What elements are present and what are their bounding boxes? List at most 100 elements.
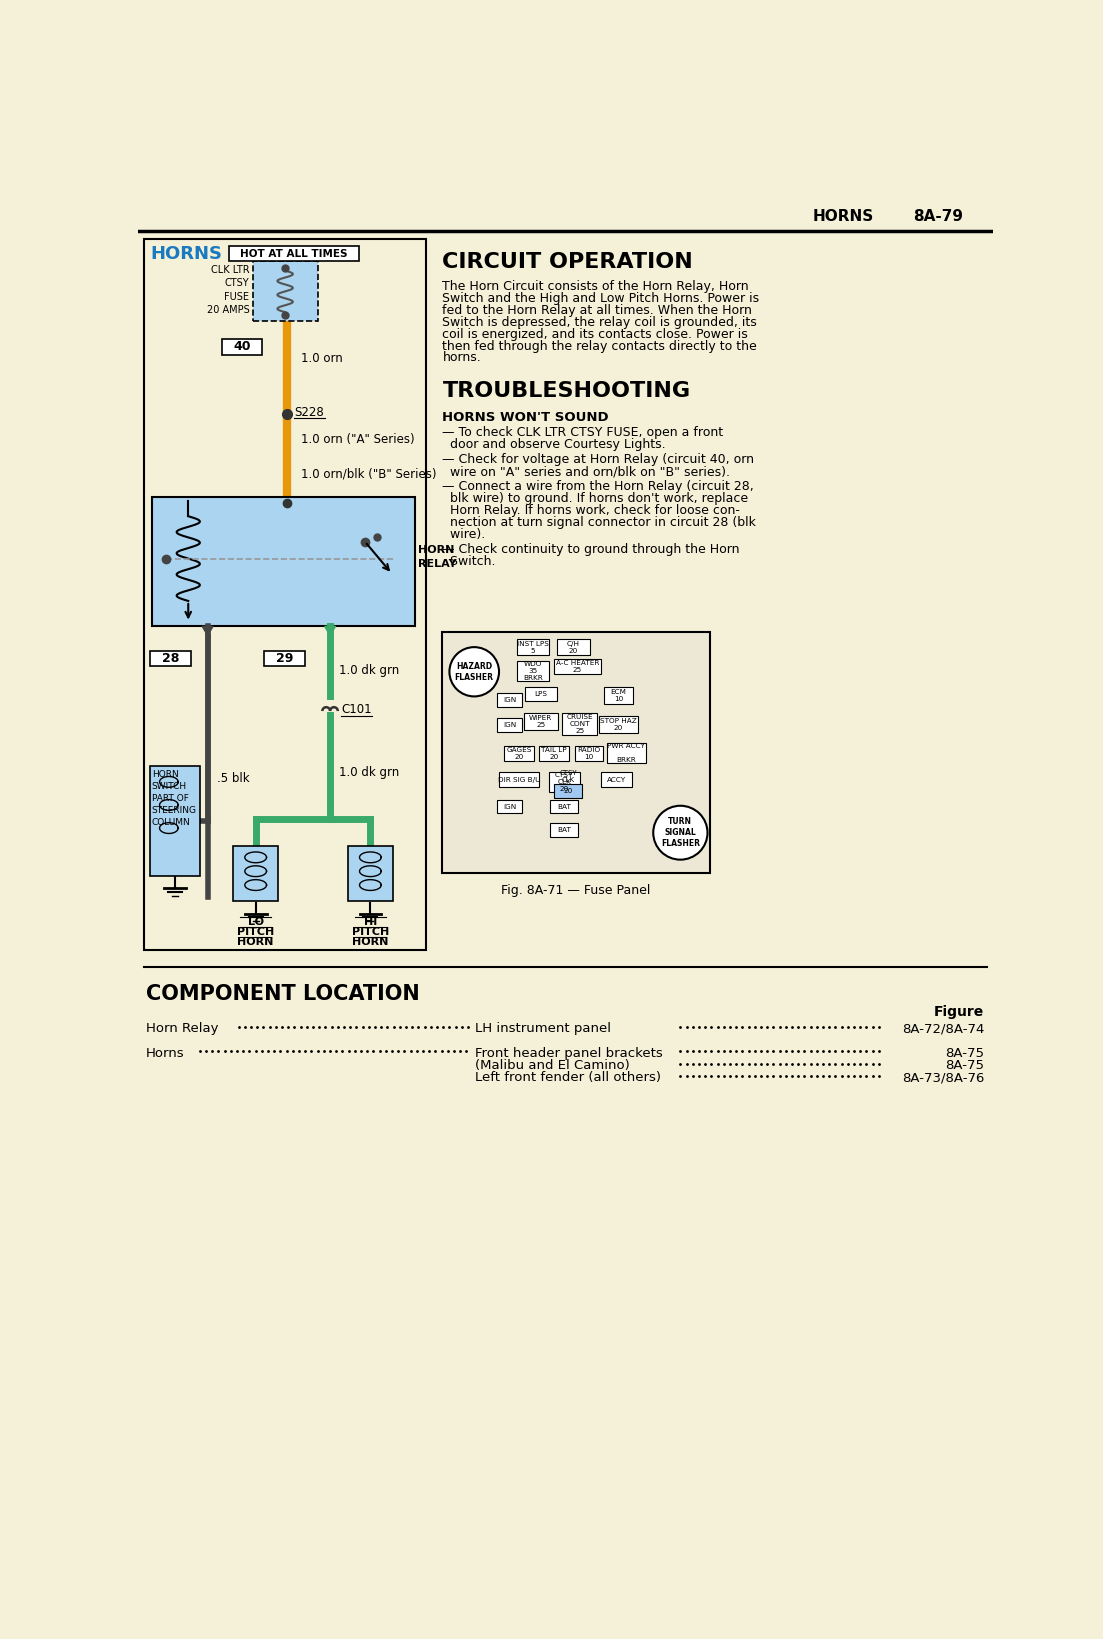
- Text: fed to the Horn Relay at all times. When the Horn: fed to the Horn Relay at all times. When…: [442, 303, 752, 316]
- Text: 8A-72/8A-74: 8A-72/8A-74: [902, 1023, 984, 1036]
- Text: 1.0 orn ("A" Series): 1.0 orn ("A" Series): [301, 433, 415, 446]
- Text: BAT: BAT: [557, 826, 571, 833]
- Text: PWR ACCY

BRKR: PWR ACCY BRKR: [607, 742, 645, 762]
- Text: Switch is depressed, the relay coil is grounded, its: Switch is depressed, the relay coil is g…: [442, 316, 757, 329]
- Text: 1.0 orn/blk ("B" Series): 1.0 orn/blk ("B" Series): [301, 467, 436, 480]
- Text: ACCY: ACCY: [607, 777, 625, 782]
- Text: PITCH: PITCH: [352, 926, 389, 936]
- Text: S228: S228: [295, 406, 324, 420]
- Text: HORNS: HORNS: [812, 210, 874, 225]
- Text: 28: 28: [162, 652, 179, 665]
- Text: wire on "A" series and orn/blk on "B" series).: wire on "A" series and orn/blk on "B" se…: [442, 465, 730, 479]
- Text: Fig. 8A-71 — Fuse Panel: Fig. 8A-71 — Fuse Panel: [501, 883, 651, 897]
- Text: The Horn Circuit consists of the Horn Relay, Horn: The Horn Circuit consists of the Horn Re…: [442, 280, 749, 293]
- Text: Left front fender (all others): Left front fender (all others): [475, 1072, 661, 1085]
- Text: CTSY
CLK
20: CTSY CLK 20: [555, 772, 574, 792]
- Bar: [233, 846, 278, 901]
- Bar: [517, 661, 549, 682]
- Text: Horn Relay: Horn Relay: [146, 1023, 218, 1036]
- Bar: [441, 631, 710, 872]
- Bar: [550, 800, 578, 813]
- Text: HORN
RELAY: HORN RELAY: [418, 546, 457, 569]
- Text: blk wire) to ground. If horns don't work, replace: blk wire) to ground. If horns don't work…: [442, 492, 749, 505]
- Bar: [557, 639, 590, 656]
- Text: IGN: IGN: [503, 803, 516, 810]
- Text: HORNS: HORNS: [150, 246, 223, 264]
- Bar: [265, 651, 304, 667]
- Bar: [525, 687, 557, 701]
- Polygon shape: [202, 626, 213, 636]
- Text: BAT: BAT: [557, 803, 571, 810]
- Circle shape: [653, 806, 707, 859]
- Text: HAZARD
FLASHER: HAZARD FLASHER: [454, 662, 494, 682]
- Text: nection at turn signal connector in circuit 28 (blk: nection at turn signal connector in circ…: [442, 516, 757, 529]
- Bar: [222, 339, 261, 354]
- Text: CIRCUIT OPERATION: CIRCUIT OPERATION: [442, 252, 693, 272]
- Bar: [517, 639, 549, 656]
- Text: 8A-73/8A-76: 8A-73/8A-76: [902, 1072, 984, 1085]
- Bar: [150, 767, 200, 875]
- Text: CLK LTR
CTSY
FUSE
20 AMPS: CLK LTR CTSY FUSE 20 AMPS: [206, 266, 249, 315]
- Text: 40: 40: [233, 341, 250, 354]
- Text: STOP HAZ
20: STOP HAZ 20: [600, 718, 636, 731]
- Text: HORNS WON'T SOUND: HORNS WON'T SOUND: [442, 411, 609, 425]
- Bar: [150, 651, 191, 667]
- Text: COMPONENT LOCATION: COMPONENT LOCATION: [146, 983, 419, 1003]
- Text: GAGES
20: GAGES 20: [506, 747, 532, 760]
- Bar: [152, 497, 416, 626]
- Text: HORN
SWITCH
PART OF
STEERING
COLUMN: HORN SWITCH PART OF STEERING COLUMN: [152, 770, 196, 826]
- Text: 8A-75: 8A-75: [945, 1059, 984, 1072]
- Text: — Connect a wire from the Horn Relay (circuit 28,: — Connect a wire from the Horn Relay (ci…: [442, 480, 754, 493]
- Text: 20: 20: [564, 788, 572, 795]
- Polygon shape: [324, 626, 335, 636]
- Text: Switch.: Switch.: [442, 554, 496, 567]
- Bar: [575, 746, 603, 760]
- Text: HORN: HORN: [352, 936, 388, 947]
- Bar: [144, 239, 426, 949]
- Bar: [229, 246, 358, 261]
- Text: DIR SIG B/U: DIR SIG B/U: [497, 777, 540, 782]
- Text: WDO
35
BRKR: WDO 35 BRKR: [523, 661, 543, 680]
- Text: Horn Relay. If horns work, check for loose con-: Horn Relay. If horns work, check for loo…: [442, 503, 740, 516]
- Text: A-C HEATER
25: A-C HEATER 25: [556, 661, 599, 674]
- Text: then fed through the relay contacts directly to the: then fed through the relay contacts dire…: [442, 339, 757, 352]
- Text: RADIO
10: RADIO 10: [577, 747, 600, 760]
- Bar: [524, 713, 558, 731]
- Text: Switch and the High and Low Pitch Horns. Power is: Switch and the High and Low Pitch Horns.…: [442, 292, 760, 305]
- Bar: [497, 693, 523, 706]
- Text: C101: C101: [341, 703, 372, 716]
- Text: — To check CLK LTR CTSY FUSE, open a front: — To check CLK LTR CTSY FUSE, open a fro…: [442, 426, 724, 439]
- Text: C/H
20: C/H 20: [567, 641, 580, 654]
- Text: Front header panel brackets: Front header panel brackets: [475, 1047, 663, 1060]
- Text: .5 blk: .5 blk: [217, 772, 249, 785]
- Text: 1.0 orn: 1.0 orn: [301, 352, 342, 365]
- Bar: [497, 718, 523, 733]
- Text: horns.: horns.: [442, 351, 481, 364]
- Text: Figure: Figure: [934, 1005, 984, 1019]
- Text: TROUBLESHOOTING: TROUBLESHOOTING: [442, 382, 690, 402]
- Text: PITCH: PITCH: [237, 926, 275, 936]
- Text: 1.0 dk grn: 1.0 dk grn: [340, 765, 399, 779]
- Text: 8A-79: 8A-79: [913, 210, 963, 225]
- Bar: [539, 746, 569, 760]
- Text: WIPER
25: WIPER 25: [529, 715, 553, 728]
- Text: — Check for voltage at Horn Relay (circuit 40, orn: — Check for voltage at Horn Relay (circu…: [442, 452, 754, 465]
- Text: HI: HI: [364, 916, 377, 926]
- Bar: [550, 823, 578, 836]
- Text: HORN: HORN: [237, 936, 274, 947]
- Text: IGN: IGN: [503, 721, 516, 728]
- Bar: [600, 772, 632, 787]
- Bar: [499, 772, 539, 787]
- Bar: [548, 772, 579, 792]
- Text: 8A-75: 8A-75: [945, 1047, 984, 1060]
- Bar: [603, 687, 633, 705]
- Bar: [607, 742, 645, 762]
- Text: TAIL LP
20: TAIL LP 20: [542, 747, 567, 760]
- Text: INST LPS
5: INST LPS 5: [517, 641, 549, 654]
- Text: LH instrument panel: LH instrument panel: [475, 1023, 611, 1036]
- Bar: [554, 783, 582, 798]
- Text: — Check continuity to ground through the Horn: — Check continuity to ground through the…: [442, 543, 740, 556]
- Text: IGN: IGN: [503, 697, 516, 703]
- Text: CRUISE
CONT
25: CRUISE CONT 25: [566, 715, 593, 734]
- Bar: [504, 746, 534, 760]
